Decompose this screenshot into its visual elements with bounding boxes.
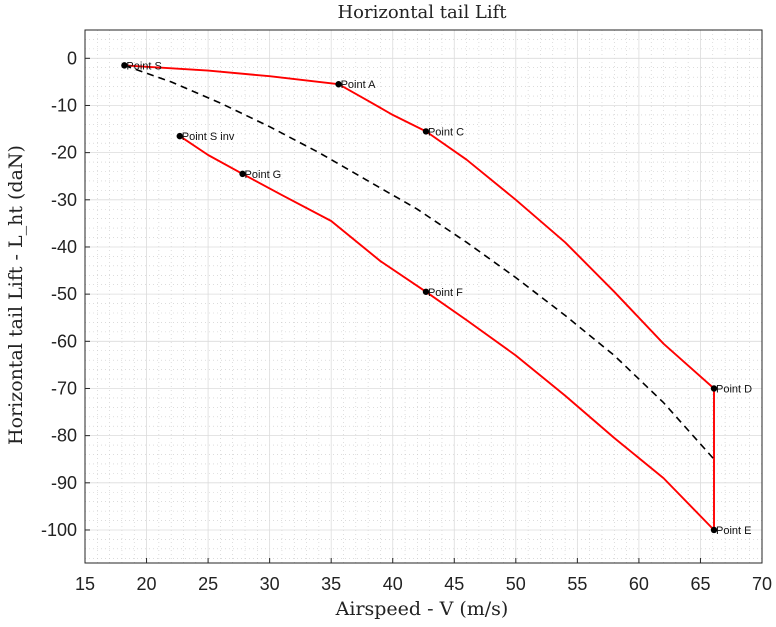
x-tick-label: 55	[567, 574, 587, 594]
x-axis-label: Airspeed - V (m/s)	[335, 598, 509, 620]
point-g-marker	[239, 170, 246, 178]
point-c-label: Point C	[428, 126, 464, 138]
y-tick-label: -30	[51, 190, 77, 210]
y-tick-label: -100	[41, 520, 77, 540]
chart-title: Horizontal tail Lift	[337, 2, 507, 23]
point-d-marker	[710, 385, 718, 392]
x-tick-label: 35	[321, 574, 341, 594]
x-tick-label: 20	[137, 574, 157, 594]
point-f-label: Point F	[428, 287, 463, 299]
x-tick-label: 50	[506, 574, 526, 594]
point-s-inv-label: Point S inv	[182, 131, 235, 143]
envelope-line-2	[425, 130, 715, 530]
envelope-line-1	[124, 64, 427, 133]
x-tick-label: 60	[629, 574, 649, 594]
point-a-label: Point A	[341, 79, 377, 91]
y-tick-label: -60	[51, 331, 77, 351]
x-tick-label: 25	[198, 574, 218, 594]
x-tick-label: 30	[260, 574, 280, 594]
point-e-label: Point E	[716, 525, 751, 537]
x-tick-label: 45	[444, 574, 464, 594]
point-s-inv-marker	[176, 132, 183, 140]
point-s-label: Point S	[126, 60, 161, 72]
point-g-label: Point G	[245, 169, 282, 181]
y-tick-label: 0	[67, 48, 77, 68]
x-tick-label: 40	[383, 574, 403, 594]
point-s-marker	[121, 62, 128, 69]
points-layer: Point S Point A Point C Point S inv Point G P…	[121, 60, 752, 537]
y-tick-label: -80	[51, 426, 77, 446]
y-tick-label: -10	[51, 95, 77, 115]
point-a-marker	[335, 81, 342, 88]
y-tick-label: -70	[51, 378, 77, 398]
y-tick-label: -90	[51, 473, 77, 493]
x-tick-label: 65	[690, 574, 710, 594]
dashed-reference-curve	[124, 64, 715, 460]
envelope-line-4	[425, 291, 715, 531]
y-axis-label: Horizontal tail Lift - L_ht (daN)	[5, 145, 27, 445]
x-tick-label: 15	[75, 574, 95, 594]
y-tick-label: -50	[51, 284, 77, 304]
point-f-marker	[422, 288, 430, 295]
point-d-label: Point D	[716, 383, 752, 395]
minor-grid	[85, 29, 762, 563]
envelope-line-3	[179, 135, 427, 293]
point-e-marker	[710, 526, 718, 534]
point-c-marker	[422, 128, 430, 135]
y-tick-label: -20	[51, 143, 77, 163]
y-tick-label: -40	[51, 237, 77, 257]
ticks-layer: 15 20 25 30 35 40 45 50 55 60 65 70 0 -10 -20 -30 -40 -50…	[41, 48, 772, 594]
plot-frame	[84, 29, 763, 564]
major-grid	[84, 30, 763, 563]
x-tick-label: 70	[752, 574, 772, 594]
